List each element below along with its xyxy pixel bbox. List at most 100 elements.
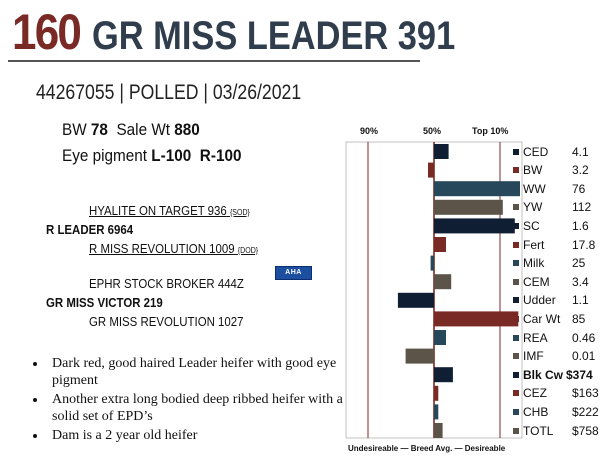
epd-trait-value: 112: [572, 200, 592, 215]
legend-swatch: [513, 297, 519, 304]
epd-trait-value: $374: [566, 367, 593, 382]
epd-trait-value: 25: [572, 256, 586, 271]
epd-trait-label: REA: [523, 330, 548, 345]
eye-right-value: R-100: [199, 146, 242, 165]
pct-50: 50%: [423, 126, 442, 136]
pedigree-dam-sire: EPHR STOCK BROKER 444Z: [89, 276, 244, 291]
pedigree-dam: GR MISS VICTOR 219: [46, 295, 163, 310]
bw-value: 78: [90, 120, 108, 139]
pedigree-sire-sire: HYALITE ON TARGET 936 {SOD}: [89, 203, 250, 218]
epd-trait-label: IMF: [523, 349, 544, 364]
association-logo-text: AHA: [285, 269, 302, 276]
legend-swatch: [513, 353, 519, 360]
epd-bar-sc: [434, 218, 515, 234]
legend-swatch: [513, 408, 519, 415]
legend-swatch: [513, 334, 519, 341]
epd-trait-value: 3.2: [572, 163, 589, 178]
epd-bar-imf: [405, 348, 434, 364]
legend-swatch: [513, 390, 519, 397]
epd-trait-value: 3.4: [572, 274, 589, 289]
legend-swatch: [513, 167, 519, 174]
epd-chart: 90% 50% Top 10% Undesireable — Breed Avg…: [340, 120, 601, 465]
epd-trait-value: 17.8: [572, 237, 596, 252]
eye-left-value: L-100: [151, 146, 192, 165]
animal-name: GR MISS LEADER 391: [92, 14, 456, 58]
legend-swatch: [513, 315, 519, 322]
legend-swatch: [513, 222, 519, 229]
epd-trait-value: 1.6: [572, 218, 589, 233]
epd-trait-label: WW: [523, 181, 546, 196]
epd-bar-cem: [434, 274, 452, 290]
pedigree-sire-dam: R MISS REVOLUTION 1009 {DOD}: [89, 241, 258, 256]
epd-bar-udder: [397, 292, 434, 308]
sale-wt-label: Sale Wt: [116, 120, 171, 139]
legend-swatch: [513, 204, 519, 211]
sale-wt-value: 880: [174, 120, 200, 139]
epd-trait-value: $163: [572, 386, 599, 401]
epd-trait-value: 1.1: [572, 293, 589, 308]
epd-trait-label: CHB: [523, 404, 549, 419]
epd-trait-value: 76: [572, 181, 586, 196]
chart-footer: Undesireable — Breed Avg. — Desireable: [348, 444, 506, 453]
legend-swatch: [513, 241, 519, 248]
epd-bar-car-wt: [434, 311, 519, 327]
association-logo: AHA: [275, 266, 312, 280]
epd-bar-chb: [434, 404, 439, 420]
weights-line: BW 78 Sale Wt 880: [62, 120, 200, 140]
header-rule: [8, 60, 420, 62]
pedigree-sire: R LEADER 6964: [46, 222, 134, 237]
registration-line: 44267055 | POLLED | 03/26/2021: [36, 81, 302, 104]
pedigree-sire-sire-tag: {SOD}: [229, 208, 250, 217]
legend-swatch: [513, 148, 519, 155]
epd-bar-rea: [434, 330, 446, 345]
description-item: Another extra long bodied deep ribbed he…: [28, 391, 348, 425]
pedigree-sire-sire-name: HYALITE ON TARGET 936: [89, 203, 227, 218]
bw-label: BW: [62, 120, 87, 139]
epd-trait-value: $222: [572, 404, 599, 419]
legend-swatch: [513, 185, 519, 192]
epd-bar-totl: [434, 423, 443, 438]
legend-swatch: [513, 260, 519, 267]
pedigree-sire-dam-tag: {DOD}: [237, 246, 259, 255]
epd-trait-value: 0.01: [572, 349, 596, 364]
epd-trait-label: Fert: [523, 237, 545, 252]
description-item: Dark red, good haired Leader heifer with…: [28, 355, 348, 389]
pedigree-sire-dam-name: R MISS REVOLUTION 1009: [89, 241, 235, 256]
epd-trait-value: 0.46: [572, 330, 596, 345]
legend-swatch: [513, 371, 519, 378]
epd-trait-label: YW: [523, 200, 543, 215]
epd-trait-label: Car Wt: [523, 311, 561, 326]
pct-top10: Top 10%: [472, 126, 509, 136]
epd-bar-cez: [434, 385, 439, 401]
legend-swatch: [513, 427, 519, 434]
epd-bar-milk: [430, 255, 434, 271]
epd-bar-blk-cw: [434, 367, 453, 383]
epd-trait-value: $758: [572, 423, 599, 438]
lot-number: 160: [12, 4, 82, 60]
epd-trait-label: Blk Cw: [523, 367, 564, 382]
legend-swatch: [513, 278, 519, 285]
epd-trait-label: CED: [523, 144, 549, 159]
epd-trait-label: CEM: [523, 274, 550, 289]
epd-bar-yw: [434, 199, 503, 215]
pct-90: 90%: [360, 126, 379, 136]
epd-trait-label: Udder: [523, 293, 556, 308]
epd-bar-fert: [434, 237, 446, 252]
epd-bar-ced: [434, 144, 449, 159]
epd-bar-ww: [434, 181, 520, 197]
epd-trait-label: Milk: [523, 256, 545, 271]
eye-pigment-label: Eye pigment: [62, 146, 148, 165]
epd-bars-svg: [345, 141, 523, 439]
epd-bar-bw: [428, 162, 434, 178]
epd-trait-label: SC: [523, 218, 540, 233]
lot-header: 160 GR MISS LEADER 391: [8, 4, 455, 60]
pedigree-dam-dam: GR MISS REVOLUTION 1027: [89, 314, 244, 329]
epd-trait-label: BW: [523, 163, 543, 178]
eye-pigment-line: Eye pigment L-100 R-100: [62, 146, 241, 166]
epd-trait-value: 85: [572, 311, 586, 326]
epd-trait-label: TOTL: [523, 423, 554, 438]
description-item: Dam is a 2 year old heifer: [28, 427, 348, 444]
description-list: Dark red, good haired Leader heifer with…: [28, 355, 348, 446]
epd-trait-label: CEZ: [523, 386, 547, 401]
epd-trait-value: 4.1: [572, 144, 589, 159]
